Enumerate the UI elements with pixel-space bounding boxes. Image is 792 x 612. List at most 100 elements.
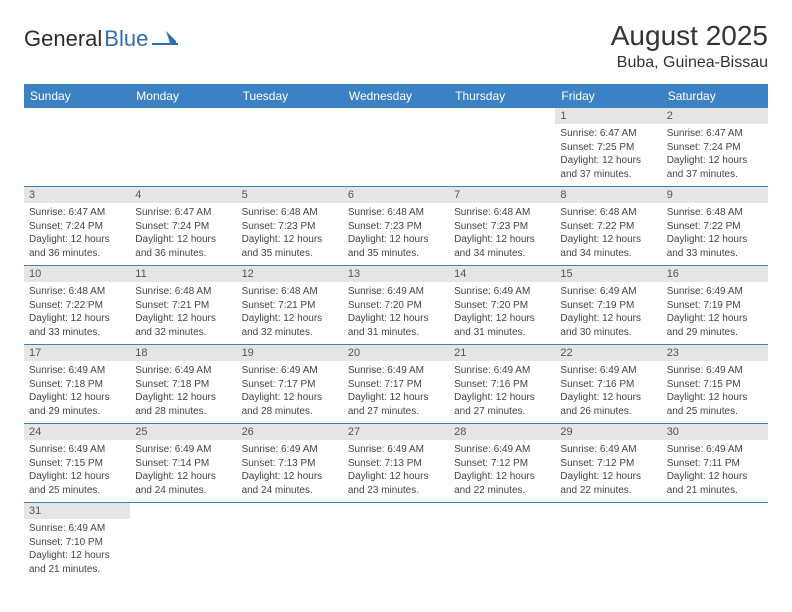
weekday-header: Tuesday bbox=[237, 84, 343, 108]
calendar-cell: 15Sunrise: 6:49 AMSunset: 7:19 PMDayligh… bbox=[555, 266, 661, 345]
logo-flag-icon bbox=[152, 29, 178, 47]
calendar-cell: 6Sunrise: 6:48 AMSunset: 7:23 PMDaylight… bbox=[343, 187, 449, 266]
calendar-cell: 4Sunrise: 6:47 AMSunset: 7:24 PMDaylight… bbox=[130, 187, 236, 266]
calendar-cell bbox=[237, 503, 343, 582]
day-details: Sunrise: 6:49 AMSunset: 7:17 PMDaylight:… bbox=[343, 361, 449, 423]
day-number: 4 bbox=[130, 187, 236, 203]
calendar-cell: 31Sunrise: 6:49 AMSunset: 7:10 PMDayligh… bbox=[24, 503, 130, 582]
weekday-header: Thursday bbox=[449, 84, 555, 108]
calendar-cell bbox=[130, 108, 236, 187]
day-details: Sunrise: 6:49 AMSunset: 7:12 PMDaylight:… bbox=[449, 440, 555, 502]
calendar-cell: 12Sunrise: 6:48 AMSunset: 7:21 PMDayligh… bbox=[237, 266, 343, 345]
calendar-cell: 20Sunrise: 6:49 AMSunset: 7:17 PMDayligh… bbox=[343, 345, 449, 424]
day-number: 27 bbox=[343, 424, 449, 440]
calendar-table: SundayMondayTuesdayWednesdayThursdayFrid… bbox=[24, 84, 768, 581]
day-details: Sunrise: 6:49 AMSunset: 7:18 PMDaylight:… bbox=[24, 361, 130, 423]
day-number: 9 bbox=[662, 187, 768, 203]
day-details: Sunrise: 6:49 AMSunset: 7:10 PMDaylight:… bbox=[24, 519, 130, 581]
calendar-week-row: 1Sunrise: 6:47 AMSunset: 7:25 PMDaylight… bbox=[24, 108, 768, 187]
calendar-cell: 21Sunrise: 6:49 AMSunset: 7:16 PMDayligh… bbox=[449, 345, 555, 424]
calendar-cell: 5Sunrise: 6:48 AMSunset: 7:23 PMDaylight… bbox=[237, 187, 343, 266]
day-number: 5 bbox=[237, 187, 343, 203]
day-number: 20 bbox=[343, 345, 449, 361]
calendar-cell bbox=[237, 108, 343, 187]
day-details: Sunrise: 6:49 AMSunset: 7:19 PMDaylight:… bbox=[662, 282, 768, 344]
day-details: Sunrise: 6:48 AMSunset: 7:22 PMDaylight:… bbox=[555, 203, 661, 265]
header: GeneralBlue August 2025 Buba, Guinea-Bis… bbox=[24, 20, 768, 72]
day-details: Sunrise: 6:49 AMSunset: 7:18 PMDaylight:… bbox=[130, 361, 236, 423]
calendar-cell: 7Sunrise: 6:48 AMSunset: 7:23 PMDaylight… bbox=[449, 187, 555, 266]
calendar-cell: 19Sunrise: 6:49 AMSunset: 7:17 PMDayligh… bbox=[237, 345, 343, 424]
day-details: Sunrise: 6:48 AMSunset: 7:21 PMDaylight:… bbox=[130, 282, 236, 344]
calendar-cell bbox=[555, 503, 661, 582]
day-number: 23 bbox=[662, 345, 768, 361]
logo-text-blue: Blue bbox=[104, 26, 148, 52]
day-number: 11 bbox=[130, 266, 236, 282]
location-label: Buba, Guinea-Bissau bbox=[611, 54, 768, 72]
day-number: 8 bbox=[555, 187, 661, 203]
day-details: Sunrise: 6:48 AMSunset: 7:23 PMDaylight:… bbox=[343, 203, 449, 265]
calendar-cell: 8Sunrise: 6:48 AMSunset: 7:22 PMDaylight… bbox=[555, 187, 661, 266]
calendar-week-row: 24Sunrise: 6:49 AMSunset: 7:15 PMDayligh… bbox=[24, 424, 768, 503]
calendar-cell: 29Sunrise: 6:49 AMSunset: 7:12 PMDayligh… bbox=[555, 424, 661, 503]
calendar-cell: 26Sunrise: 6:49 AMSunset: 7:13 PMDayligh… bbox=[237, 424, 343, 503]
day-number: 24 bbox=[24, 424, 130, 440]
day-number: 22 bbox=[555, 345, 661, 361]
day-number: 21 bbox=[449, 345, 555, 361]
day-number: 3 bbox=[24, 187, 130, 203]
day-number: 18 bbox=[130, 345, 236, 361]
day-number: 28 bbox=[449, 424, 555, 440]
calendar-cell: 23Sunrise: 6:49 AMSunset: 7:15 PMDayligh… bbox=[662, 345, 768, 424]
day-number: 7 bbox=[449, 187, 555, 203]
calendar-cell: 17Sunrise: 6:49 AMSunset: 7:18 PMDayligh… bbox=[24, 345, 130, 424]
day-details: Sunrise: 6:47 AMSunset: 7:24 PMDaylight:… bbox=[662, 124, 768, 186]
weekday-header: Friday bbox=[555, 84, 661, 108]
calendar-cell: 25Sunrise: 6:49 AMSunset: 7:14 PMDayligh… bbox=[130, 424, 236, 503]
day-details: Sunrise: 6:47 AMSunset: 7:24 PMDaylight:… bbox=[24, 203, 130, 265]
calendar-cell bbox=[24, 108, 130, 187]
calendar-cell: 13Sunrise: 6:49 AMSunset: 7:20 PMDayligh… bbox=[343, 266, 449, 345]
calendar-cell: 28Sunrise: 6:49 AMSunset: 7:12 PMDayligh… bbox=[449, 424, 555, 503]
calendar-cell bbox=[662, 503, 768, 582]
calendar-cell: 30Sunrise: 6:49 AMSunset: 7:11 PMDayligh… bbox=[662, 424, 768, 503]
calendar-cell: 11Sunrise: 6:48 AMSunset: 7:21 PMDayligh… bbox=[130, 266, 236, 345]
day-number: 25 bbox=[130, 424, 236, 440]
day-number: 30 bbox=[662, 424, 768, 440]
calendar-cell: 27Sunrise: 6:49 AMSunset: 7:13 PMDayligh… bbox=[343, 424, 449, 503]
calendar-cell bbox=[343, 108, 449, 187]
calendar-cell: 22Sunrise: 6:49 AMSunset: 7:16 PMDayligh… bbox=[555, 345, 661, 424]
calendar-cell: 3Sunrise: 6:47 AMSunset: 7:24 PMDaylight… bbox=[24, 187, 130, 266]
day-number: 29 bbox=[555, 424, 661, 440]
day-number: 15 bbox=[555, 266, 661, 282]
day-details: Sunrise: 6:49 AMSunset: 7:16 PMDaylight:… bbox=[555, 361, 661, 423]
weekday-header: Monday bbox=[130, 84, 236, 108]
day-number: 19 bbox=[237, 345, 343, 361]
calendar-cell: 1Sunrise: 6:47 AMSunset: 7:25 PMDaylight… bbox=[555, 108, 661, 187]
day-number: 16 bbox=[662, 266, 768, 282]
calendar-cell: 14Sunrise: 6:49 AMSunset: 7:20 PMDayligh… bbox=[449, 266, 555, 345]
day-details: Sunrise: 6:49 AMSunset: 7:16 PMDaylight:… bbox=[449, 361, 555, 423]
day-details: Sunrise: 6:49 AMSunset: 7:17 PMDaylight:… bbox=[237, 361, 343, 423]
day-number: 26 bbox=[237, 424, 343, 440]
calendar-cell: 9Sunrise: 6:48 AMSunset: 7:22 PMDaylight… bbox=[662, 187, 768, 266]
day-details: Sunrise: 6:49 AMSunset: 7:13 PMDaylight:… bbox=[343, 440, 449, 502]
day-number: 31 bbox=[24, 503, 130, 519]
month-title: August 2025 bbox=[611, 20, 768, 52]
calendar-cell: 2Sunrise: 6:47 AMSunset: 7:24 PMDaylight… bbox=[662, 108, 768, 187]
day-number: 14 bbox=[449, 266, 555, 282]
day-details: Sunrise: 6:47 AMSunset: 7:24 PMDaylight:… bbox=[130, 203, 236, 265]
day-number: 2 bbox=[662, 108, 768, 124]
calendar-cell: 16Sunrise: 6:49 AMSunset: 7:19 PMDayligh… bbox=[662, 266, 768, 345]
weekday-header: Wednesday bbox=[343, 84, 449, 108]
calendar-week-row: 10Sunrise: 6:48 AMSunset: 7:22 PMDayligh… bbox=[24, 266, 768, 345]
day-details: Sunrise: 6:49 AMSunset: 7:15 PMDaylight:… bbox=[662, 361, 768, 423]
calendar-week-row: 31Sunrise: 6:49 AMSunset: 7:10 PMDayligh… bbox=[24, 503, 768, 582]
day-details: Sunrise: 6:49 AMSunset: 7:11 PMDaylight:… bbox=[662, 440, 768, 502]
day-details: Sunrise: 6:49 AMSunset: 7:19 PMDaylight:… bbox=[555, 282, 661, 344]
calendar-cell bbox=[343, 503, 449, 582]
calendar-cell: 18Sunrise: 6:49 AMSunset: 7:18 PMDayligh… bbox=[130, 345, 236, 424]
title-block: August 2025 Buba, Guinea-Bissau bbox=[611, 20, 768, 72]
calendar-body: 1Sunrise: 6:47 AMSunset: 7:25 PMDaylight… bbox=[24, 108, 768, 581]
weekday-header: Saturday bbox=[662, 84, 768, 108]
day-number: 10 bbox=[24, 266, 130, 282]
